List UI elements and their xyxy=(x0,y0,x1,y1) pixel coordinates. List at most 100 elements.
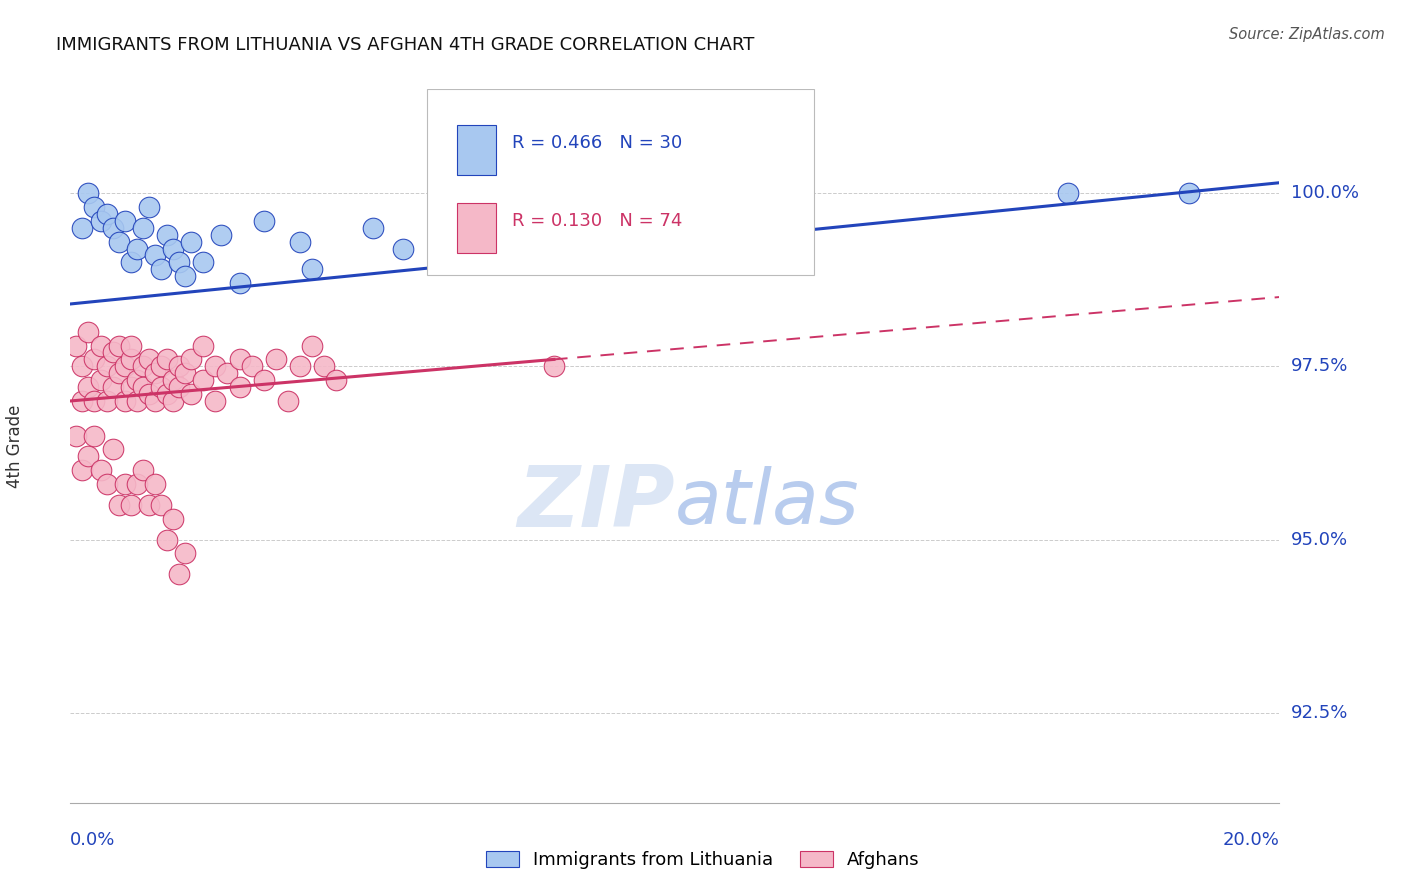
Point xyxy=(107,235,129,249)
Point xyxy=(125,373,148,387)
Point xyxy=(288,359,311,374)
Point xyxy=(314,359,336,374)
Point xyxy=(77,380,100,394)
Point xyxy=(132,220,155,235)
Point xyxy=(211,227,233,242)
Point xyxy=(114,394,136,409)
Point xyxy=(90,338,111,352)
Point xyxy=(83,352,105,367)
Point xyxy=(120,338,142,352)
Point xyxy=(156,227,179,242)
Point xyxy=(90,214,111,228)
Point xyxy=(96,477,118,491)
Point xyxy=(138,387,160,401)
Point xyxy=(120,255,142,269)
Point xyxy=(72,359,94,374)
Point xyxy=(156,533,179,547)
Point xyxy=(125,394,148,409)
Point xyxy=(101,220,124,235)
Point xyxy=(132,380,155,394)
Point xyxy=(180,352,202,367)
Point xyxy=(96,359,118,374)
Text: 100.0%: 100.0% xyxy=(1291,184,1358,202)
Point xyxy=(361,220,384,235)
Text: 97.5%: 97.5% xyxy=(1291,358,1348,376)
Point xyxy=(77,325,100,339)
Point xyxy=(217,366,239,380)
Point xyxy=(83,394,105,409)
Point xyxy=(543,359,565,374)
Point xyxy=(138,498,160,512)
Point xyxy=(325,373,347,387)
Point xyxy=(132,463,155,477)
Point xyxy=(180,387,202,401)
FancyBboxPatch shape xyxy=(457,203,496,253)
Text: 92.5%: 92.5% xyxy=(1291,704,1348,722)
Point xyxy=(180,235,202,249)
Point xyxy=(240,359,263,374)
Point xyxy=(288,235,311,249)
Point xyxy=(101,380,124,394)
Point xyxy=(125,242,148,256)
Point xyxy=(162,373,184,387)
Point xyxy=(143,477,166,491)
Point xyxy=(150,380,172,394)
Point xyxy=(90,373,111,387)
Point xyxy=(150,498,172,512)
Point xyxy=(83,428,105,442)
Point xyxy=(120,380,142,394)
Point xyxy=(143,394,166,409)
Point xyxy=(228,352,250,367)
Legend: Immigrants from Lithuania, Afghans: Immigrants from Lithuania, Afghans xyxy=(477,842,929,879)
Point xyxy=(1057,186,1080,201)
Text: 20.0%: 20.0% xyxy=(1223,830,1279,848)
Point xyxy=(107,338,129,352)
Point xyxy=(228,380,250,394)
Point xyxy=(174,269,197,284)
Point xyxy=(204,359,226,374)
Point xyxy=(150,262,172,277)
Point xyxy=(138,200,160,214)
Text: 95.0%: 95.0% xyxy=(1291,531,1348,549)
Point xyxy=(101,345,124,359)
Point xyxy=(96,394,118,409)
Point xyxy=(72,463,94,477)
Point xyxy=(174,546,197,560)
Point xyxy=(96,207,118,221)
Point xyxy=(162,242,184,256)
Text: 4th Grade: 4th Grade xyxy=(6,404,24,488)
Point xyxy=(120,352,142,367)
Point xyxy=(77,186,100,201)
Text: R = 0.466   N = 30: R = 0.466 N = 30 xyxy=(512,134,682,152)
Point xyxy=(264,352,287,367)
Point xyxy=(65,338,87,352)
Text: 0.0%: 0.0% xyxy=(70,830,115,848)
Point xyxy=(204,394,226,409)
Point xyxy=(391,242,415,256)
Point xyxy=(156,387,179,401)
Point xyxy=(193,373,215,387)
Point xyxy=(453,186,475,201)
Point xyxy=(301,338,323,352)
Point xyxy=(83,200,105,214)
Point xyxy=(193,255,215,269)
Point xyxy=(120,498,142,512)
Point xyxy=(150,359,172,374)
Point xyxy=(167,359,190,374)
Point xyxy=(193,338,215,352)
Text: R = 0.130   N = 74: R = 0.130 N = 74 xyxy=(512,212,682,230)
Point xyxy=(72,220,94,235)
Point xyxy=(277,394,299,409)
Point xyxy=(132,359,155,374)
Point xyxy=(253,373,276,387)
Point xyxy=(301,262,323,277)
Point xyxy=(1178,186,1201,201)
Point xyxy=(143,366,166,380)
Point xyxy=(162,394,184,409)
Point xyxy=(174,366,197,380)
Point xyxy=(114,359,136,374)
Text: atlas: atlas xyxy=(675,467,859,540)
Point xyxy=(156,352,179,367)
Text: IMMIGRANTS FROM LITHUANIA VS AFGHAN 4TH GRADE CORRELATION CHART: IMMIGRANTS FROM LITHUANIA VS AFGHAN 4TH … xyxy=(56,36,755,54)
Point xyxy=(101,442,124,457)
